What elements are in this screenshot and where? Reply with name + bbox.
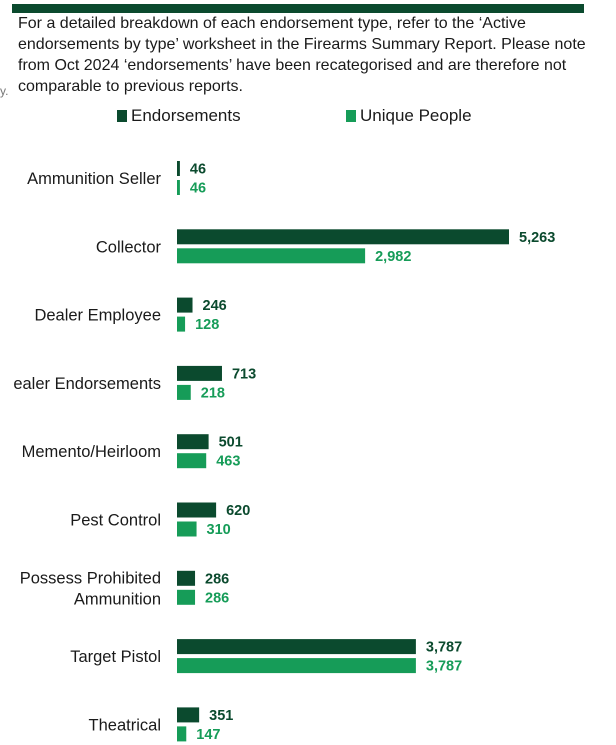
category-label-theatrical: Theatrical: [89, 716, 161, 734]
value-label-unique-people-theatrical: 147: [196, 727, 220, 743]
bar-endorsements-theatrical: [177, 707, 200, 723]
value-label-endorsements-dealer-employee: 246: [203, 298, 227, 314]
bar-endorsements-dealer-employee: [177, 297, 193, 313]
bar-unique-people-possess-prohibited-ammunition: [177, 589, 196, 605]
category-label-memento-heirloom: Memento/Heirloom: [22, 443, 161, 461]
value-label-unique-people-memento-heirloom: 463: [216, 454, 240, 470]
bar-unique-people-ealer-endorsements: [177, 384, 191, 400]
legend-label-endorsements: Endorsements: [131, 106, 241, 125]
value-label-endorsements-collector: 5,263: [519, 230, 555, 246]
value-label-unique-people-ealer-endorsements: 218: [201, 385, 225, 401]
value-label-unique-people-possess-prohibited-ammunition: 286: [205, 590, 229, 606]
value-label-unique-people-collector: 2,982: [375, 249, 411, 265]
bar-endorsements-ealer-endorsements: [177, 365, 222, 381]
value-label-unique-people-target-pistol: 3,787: [426, 659, 462, 675]
bar-endorsements-target-pistol: [177, 639, 416, 655]
value-label-unique-people-ammunition-seller: 46: [190, 181, 206, 197]
bar-endorsements-ammunition-seller: [177, 161, 180, 176]
bar-unique-people-target-pistol: [177, 658, 416, 674]
value-label-endorsements-ealer-endorsements: 713: [232, 366, 256, 382]
bar-endorsements-pest-control: [177, 502, 217, 518]
value-label-endorsements-possess-prohibited-ammunition: 286: [205, 571, 229, 587]
legend: Endorsements Unique People: [0, 106, 616, 130]
bar-unique-people-collector: [177, 248, 366, 264]
stray-mark: y.: [0, 84, 9, 98]
bar-unique-people-ammunition-seller: [177, 180, 180, 195]
value-label-endorsements-theatrical: 351: [209, 708, 233, 724]
bar-endorsements-possess-prohibited-ammunition: [177, 570, 196, 586]
category-label-possess-prohibited-ammunition: Possess Prohibited Ammunition: [20, 569, 161, 608]
bar-unique-people-pest-control: [177, 521, 197, 537]
bar-endorsements-collector: [177, 229, 509, 245]
legend-label-unique-people: Unique People: [360, 106, 472, 125]
bar-endorsements-memento-heirloom: [177, 434, 209, 450]
category-label-dealer-employee: Dealer Employee: [34, 307, 161, 325]
value-label-unique-people-pest-control: 310: [207, 522, 231, 538]
value-label-endorsements-memento-heirloom: 501: [219, 435, 243, 451]
category-label-ealer-endorsements: ealer Endorsements: [13, 375, 161, 393]
category-label-ammunition-seller: Ammunition Seller: [27, 170, 161, 188]
legend-swatch-endorsements: [117, 110, 127, 122]
top-rule: [12, 4, 584, 13]
legend-unique-people: Unique People: [346, 106, 472, 126]
bar-unique-people-theatrical: [177, 726, 187, 742]
bar-unique-people-memento-heirloom: [177, 453, 207, 469]
value-label-endorsements-target-pistol: 3,787: [426, 640, 462, 656]
endorsement-note: For a detailed breakdown of each endorse…: [18, 15, 586, 95]
value-label-endorsements-pest-control: 620: [226, 503, 250, 519]
bar-unique-people-dealer-employee: [177, 316, 186, 332]
value-label-unique-people-dealer-employee: 128: [195, 317, 219, 333]
legend-swatch-unique-people: [346, 110, 356, 122]
category-label-pest-control: Pest Control: [70, 512, 161, 530]
legend-endorsements: Endorsements: [117, 106, 241, 126]
category-label-target-pistol: Target Pistol: [70, 648, 161, 666]
value-label-endorsements-ammunition-seller: 46: [190, 162, 206, 178]
category-label-collector: Collector: [96, 238, 162, 256]
